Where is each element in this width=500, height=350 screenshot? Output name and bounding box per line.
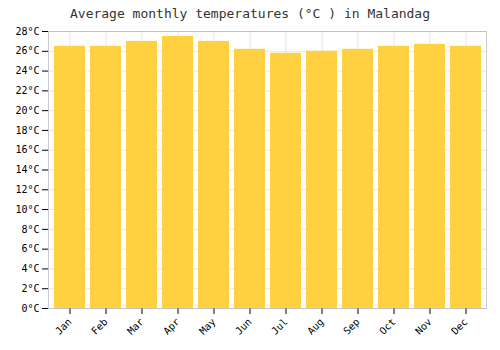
svg-text:14°C: 14°C xyxy=(15,164,39,175)
svg-text:20°C: 20°C xyxy=(15,105,39,116)
svg-text:12°C: 12°C xyxy=(15,184,39,195)
svg-text:Sep: Sep xyxy=(341,316,362,337)
svg-text:May: May xyxy=(197,316,218,337)
svg-text:Jan: Jan xyxy=(53,316,74,337)
svg-text:24°C: 24°C xyxy=(15,65,39,76)
svg-text:8°C: 8°C xyxy=(21,224,39,235)
svg-text:Apr: Apr xyxy=(161,316,182,337)
svg-text:16°C: 16°C xyxy=(15,144,39,155)
html-text:Average monthly temperatures (: Average monthly temperatures (°C ) in Ma… xyxy=(70,6,430,21)
svg-text:26°C: 26°C xyxy=(15,45,39,56)
svg-text:2°C: 2°C xyxy=(21,283,39,294)
svg-text:18°C: 18°C xyxy=(15,125,39,136)
svg-text:0°C: 0°C xyxy=(21,303,39,314)
svg-text:28°C: 28°C xyxy=(15,26,39,37)
svg-text:6°C: 6°C xyxy=(21,243,39,254)
svg-text:22°C: 22°C xyxy=(15,85,39,96)
svg-text:Dec: Dec xyxy=(449,316,470,337)
svg-text:Nov: Nov xyxy=(413,316,434,337)
svg-text:Oct: Oct xyxy=(377,316,398,337)
svg-text:4°C: 4°C xyxy=(21,263,39,274)
svg-text:Feb: Feb xyxy=(89,316,110,337)
svg-text:Aug: Aug xyxy=(305,316,326,337)
svg-text:Jun: Jun xyxy=(233,316,254,337)
svg-text:Jul: Jul xyxy=(269,316,290,337)
svg-text:10°C: 10°C xyxy=(15,204,39,215)
svg-text:Mar: Mar xyxy=(125,316,146,337)
